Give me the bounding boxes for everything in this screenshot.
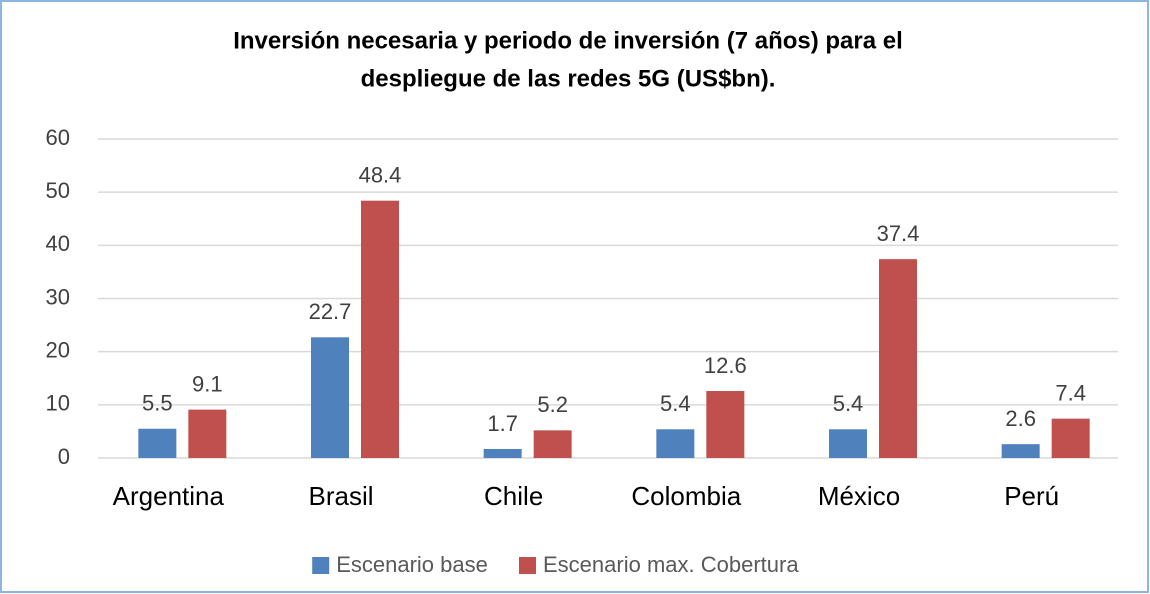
y-tick-label: 50 bbox=[46, 178, 70, 203]
bar bbox=[361, 200, 399, 458]
value-label: 37.4 bbox=[877, 221, 920, 246]
value-label: 5.2 bbox=[537, 392, 568, 417]
bar bbox=[188, 409, 227, 458]
value-label: 48.4 bbox=[359, 162, 402, 187]
y-tick-label: 30 bbox=[46, 284, 70, 309]
value-label: 7.4 bbox=[1055, 380, 1086, 405]
y-tick-label: 10 bbox=[46, 391, 70, 416]
y-tick-label: 20 bbox=[46, 337, 70, 362]
value-label: 5.4 bbox=[833, 391, 864, 416]
value-label: 2.6 bbox=[1005, 406, 1036, 431]
bar bbox=[829, 429, 867, 458]
value-label: 22.7 bbox=[309, 299, 352, 324]
y-tick-label: 60 bbox=[46, 125, 70, 150]
value-label: 1.7 bbox=[487, 411, 518, 436]
x-tick-label: México bbox=[818, 481, 900, 511]
value-label: 12.6 bbox=[704, 353, 747, 378]
bar bbox=[483, 448, 522, 458]
y-tick-label: 40 bbox=[46, 231, 70, 256]
legend-swatch bbox=[312, 557, 330, 574]
value-label: 5.5 bbox=[142, 391, 173, 416]
bar bbox=[1051, 418, 1090, 458]
value-label: 9.1 bbox=[192, 371, 223, 396]
bar bbox=[706, 391, 745, 458]
bar bbox=[533, 430, 572, 458]
legend-label: Escenario max. Cobertura bbox=[543, 552, 799, 577]
legend-swatch bbox=[519, 557, 536, 574]
legend-label: Escenario base bbox=[336, 552, 488, 577]
value-label: 5.4 bbox=[660, 391, 691, 416]
x-tick-label: Chile bbox=[484, 481, 543, 511]
bar bbox=[138, 428, 177, 458]
x-tick-label: Colombia bbox=[631, 481, 741, 511]
chart-title: Inversión necesaria y periodo de inversi… bbox=[233, 27, 903, 54]
bar bbox=[311, 337, 349, 458]
bar bbox=[656, 429, 695, 458]
x-tick-label: Argentina bbox=[113, 481, 225, 511]
y-tick-label: 0 bbox=[58, 444, 70, 469]
x-tick-label: Brasil bbox=[308, 481, 373, 511]
bar bbox=[1001, 444, 1040, 458]
chart-title: despliegue de las redes 5G (US$bn). bbox=[361, 65, 776, 92]
bar bbox=[879, 259, 917, 458]
x-tick-label: Perú bbox=[1004, 481, 1059, 511]
